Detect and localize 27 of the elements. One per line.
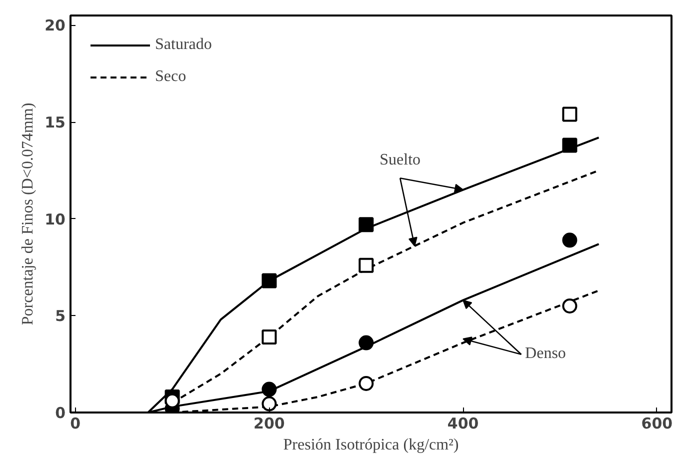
legend-label: Saturado <box>155 36 212 54</box>
point <box>358 258 374 273</box>
x-tick-label: 400 <box>447 414 479 432</box>
point <box>358 217 374 232</box>
point <box>562 106 578 122</box>
point <box>164 393 180 408</box>
x-axis-title: Presión Isotrópica (kg/cm²) <box>283 436 459 454</box>
annotation: Denso <box>525 345 566 362</box>
annotation: Suelto <box>380 151 421 168</box>
point <box>562 138 578 153</box>
x-tick-label: 0 <box>70 414 81 432</box>
y-tick-label: 5 <box>55 307 66 326</box>
y-tick-label: 20 <box>44 16 66 35</box>
point <box>262 329 277 344</box>
point <box>262 273 277 288</box>
x-tick-label: 200 <box>254 414 285 432</box>
x-tick-label: 600 <box>641 414 673 432</box>
y-tick-label: 10 <box>44 210 66 228</box>
point <box>262 396 277 412</box>
legend-label: Seco <box>155 68 186 86</box>
point <box>562 298 578 314</box>
point <box>358 376 374 391</box>
y-tick-label: 15 <box>44 114 66 132</box>
point <box>358 335 374 350</box>
y-axis-title: Porcentaje de Finos (D<0.074mm) <box>20 102 37 326</box>
point <box>262 382 277 397</box>
point <box>562 232 578 248</box>
